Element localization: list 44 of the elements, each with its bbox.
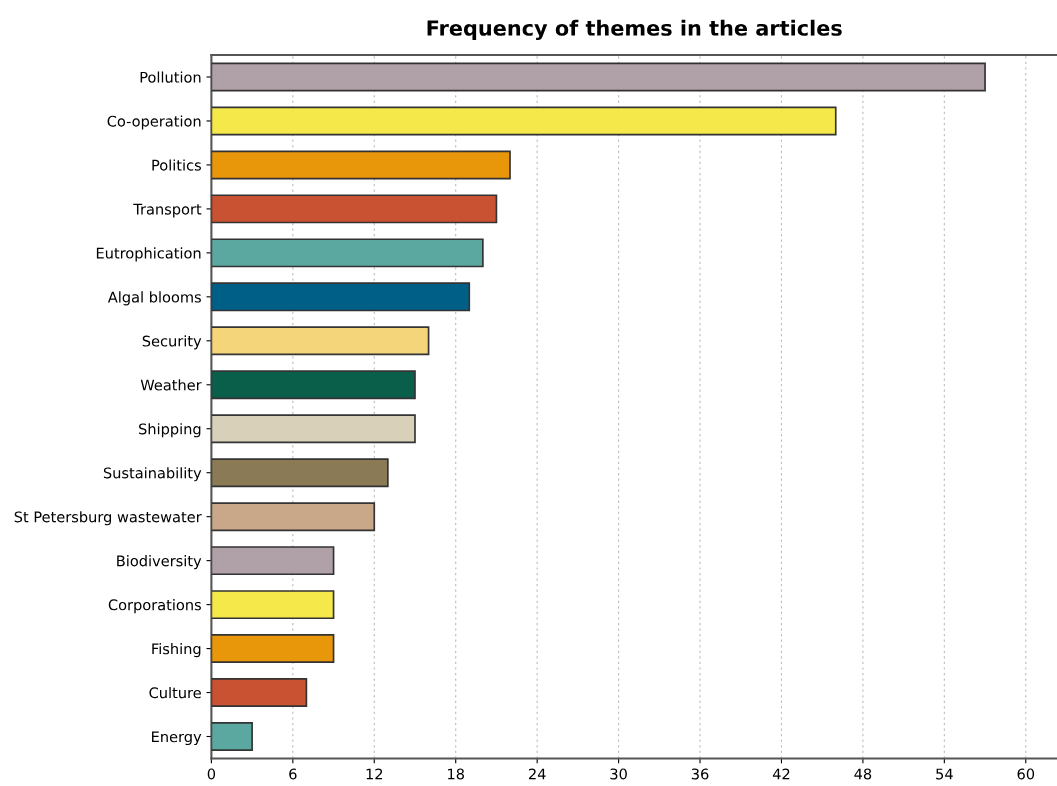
bar xyxy=(211,546,335,576)
bar xyxy=(211,282,471,312)
y-tick-label: Corporations xyxy=(108,599,201,614)
chart-title: Frequency of themes in the articles xyxy=(427,19,842,41)
bar xyxy=(211,678,308,708)
y-tick-label: Fishing xyxy=(152,643,201,658)
y-tick-label: Co-operation xyxy=(107,115,201,130)
y-tick-label: Security xyxy=(142,335,202,350)
x-tick-label: 60 xyxy=(1017,768,1035,780)
bar xyxy=(211,62,986,92)
x-tick-label: 30 xyxy=(610,768,627,780)
x-tick-label: 6 xyxy=(289,768,297,780)
y-tick-label: Algal blooms xyxy=(107,291,201,306)
x-tick-label: 18 xyxy=(448,768,464,780)
y-tick-label: Sustainability xyxy=(103,467,202,482)
y-tick-label: Biodiversity xyxy=(117,555,202,570)
bar xyxy=(211,326,430,356)
x-tick-label: 42 xyxy=(772,768,790,780)
y-tick-label: Weather xyxy=(140,379,202,391)
bar xyxy=(211,502,376,532)
y-tick-label: Politics xyxy=(152,159,201,171)
x-tick-label: 54 xyxy=(936,768,953,780)
bar xyxy=(211,370,416,400)
bar xyxy=(211,590,335,620)
bar xyxy=(211,194,498,224)
bar xyxy=(211,238,484,268)
y-tick-label: Transport xyxy=(133,203,202,218)
y-tick-label: Culture xyxy=(149,687,201,699)
x-tick-label: 36 xyxy=(691,768,709,780)
y-tick-label: Shipping xyxy=(139,423,201,438)
x-tick-label: 48 xyxy=(854,768,872,780)
y-tick-label: Pollution xyxy=(140,71,201,83)
bar xyxy=(211,458,389,488)
x-tick-label: 12 xyxy=(366,768,383,780)
bar xyxy=(211,414,416,444)
x-tick-label: 24 xyxy=(528,768,546,780)
x-tick-label: 0 xyxy=(207,768,216,780)
y-tick-label: Eutrophication xyxy=(96,247,201,262)
bar xyxy=(211,634,335,664)
y-tick-label: Energy xyxy=(152,731,202,746)
bar xyxy=(211,722,253,751)
y-tick-label: St Petersburg wastewater xyxy=(14,511,202,526)
bar xyxy=(211,106,837,136)
bar xyxy=(211,150,511,180)
